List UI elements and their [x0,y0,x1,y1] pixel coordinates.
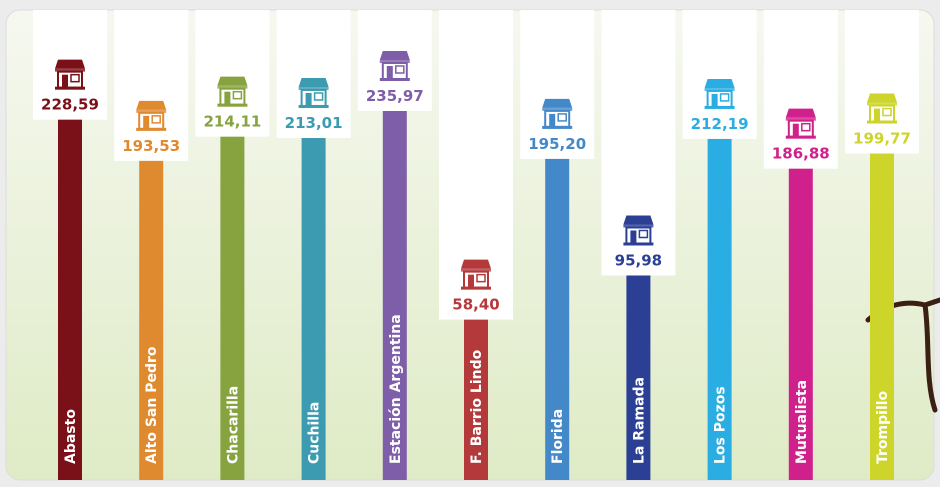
icon-door [62,74,68,88]
icon-roof [867,93,897,103]
icon-base [542,125,573,129]
icon-door [386,66,393,79]
icon-door [468,274,474,288]
category-label: Alto San Pedro [144,346,160,464]
label-box [114,10,189,161]
icon-window [313,92,324,101]
value-label: 228,59 [41,96,99,114]
icon-base [704,105,735,109]
icon-roof [379,51,410,60]
category-label: Los Pozos [713,386,729,464]
icon-roof [55,59,85,69]
icon-door [792,123,799,137]
icon-base [136,127,167,131]
store-icon [55,59,85,90]
category-label: F. Barrio Lindo [469,349,485,464]
store-icon [136,100,167,131]
label-box [845,10,919,154]
icon-window [70,73,80,83]
bar [545,158,570,480]
value-label: 213,01 [285,114,343,132]
category-label: Estación Argentina [388,314,404,464]
bar [464,319,488,480]
store-icon [623,215,654,246]
label-box [763,10,838,169]
icon-roof [704,78,735,88]
icon-door [143,115,150,129]
category-label: Abasto [63,409,79,464]
icon-roof [785,108,816,118]
icon-roof [217,76,248,86]
category-label: Trompillo [875,390,891,464]
store-icon [867,93,897,124]
value-label: 58,40 [452,296,499,314]
icon-window [395,65,405,74]
value-label: 199,77 [853,130,911,148]
label-box [195,10,270,137]
value-label: 95,98 [615,251,662,269]
icon-base [785,135,816,139]
bar [139,160,164,480]
category-label: Mutualista [794,380,810,464]
icon-door [224,91,231,105]
value-label: 214,11 [203,113,261,131]
icon-base [867,120,897,124]
icon-window [719,93,730,102]
label-box [601,10,676,276]
icon-roof [623,215,654,225]
label-box [520,10,595,159]
store-icon [704,78,735,109]
value-label: 193,53 [122,137,180,155]
icon-window [557,113,567,122]
icon-door [630,230,637,244]
icon-window [476,273,486,283]
icon-window [151,115,161,124]
icon-roof [542,98,573,108]
bar [382,111,407,480]
category-label: Chacarilla [225,386,241,464]
icon-base [217,103,248,107]
icon-door [874,108,880,122]
label-box [682,10,757,139]
icon-window [638,229,649,239]
bar [788,168,813,480]
icon-base [55,86,85,90]
icon-door [711,93,718,107]
icon-base [623,242,654,246]
icon-base [298,104,329,108]
bar [707,138,732,480]
store-icon [298,77,329,108]
icon-window [801,122,811,132]
icon-door [549,113,556,127]
store-icon [542,98,573,129]
value-label: 212,19 [691,115,749,133]
category-label: Cuchilla [307,402,323,464]
store-icon [461,259,491,290]
icon-roof [461,259,491,269]
icon-base [461,286,491,290]
icon-roof [298,77,329,87]
icon-window [232,90,243,100]
label-box [439,10,513,320]
value-label: 186,88 [772,145,830,163]
icon-window [882,107,892,117]
bar [626,275,651,480]
category-label: Florida [550,409,566,464]
category-label: La Ramada [631,377,647,464]
label-box [276,10,351,138]
bar [870,153,894,480]
store-icon [785,108,816,139]
store-icon [217,76,248,107]
icon-base [379,78,410,81]
icon-door [305,92,312,106]
bar [58,119,82,480]
value-label: 195,20 [528,135,586,153]
bar [301,137,326,480]
icon-roof [136,100,167,110]
value-label: 235,97 [366,87,424,105]
store-icon [379,51,410,81]
bar [220,136,245,481]
